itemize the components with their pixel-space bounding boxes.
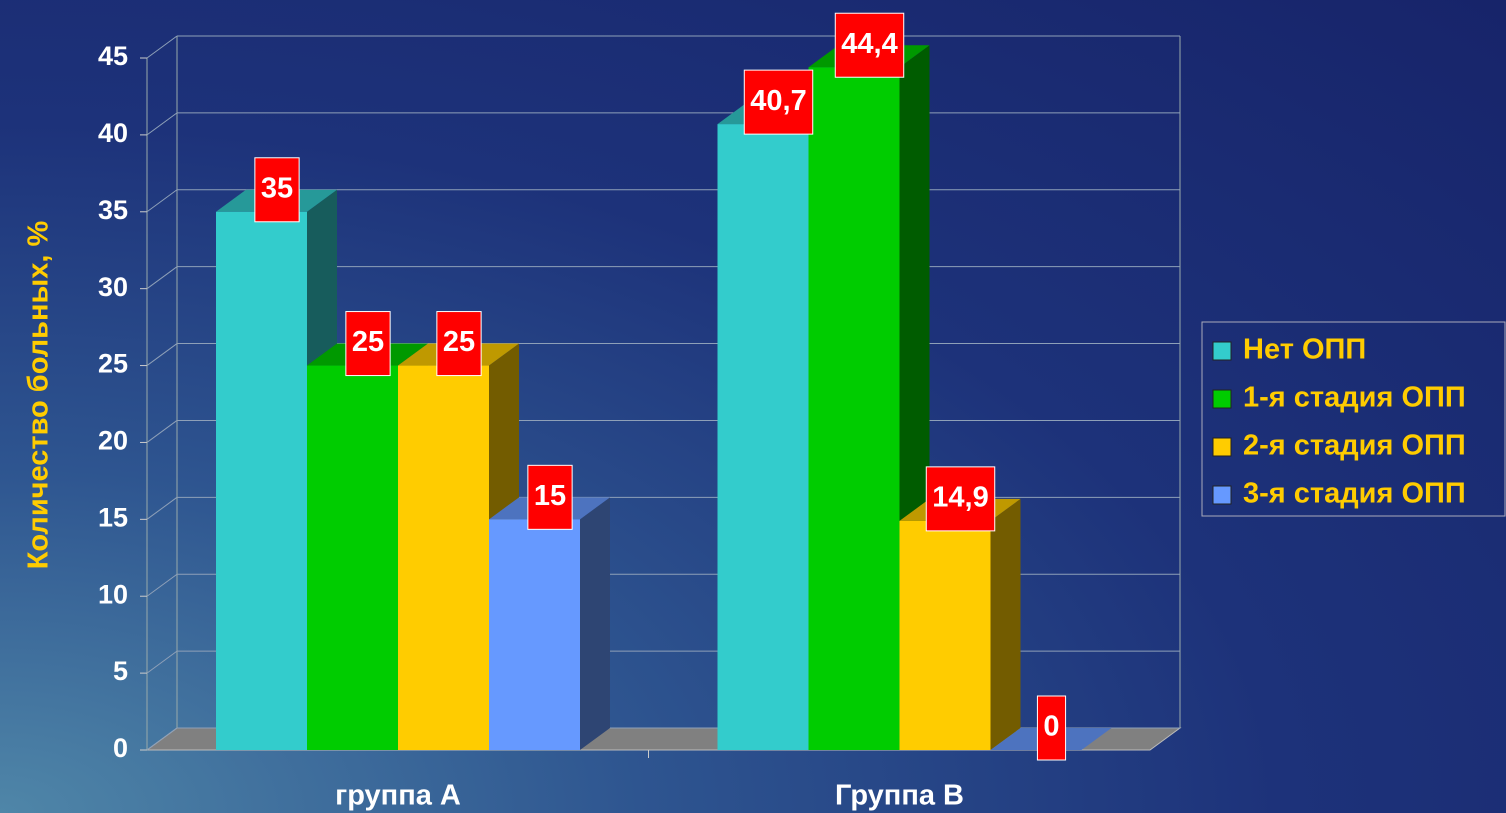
bar-side: [580, 497, 610, 750]
y-tick-label: 10: [98, 579, 128, 609]
x-tick-label: Группа В: [835, 780, 964, 812]
y-tick-label: 25: [98, 349, 128, 379]
grid-line: [147, 497, 177, 519]
legend-swatch: [1213, 390, 1231, 408]
y-tick-label: 45: [98, 41, 128, 71]
bar: [398, 366, 489, 750]
y-tick-label: 0: [113, 733, 128, 763]
data-label: 25: [352, 326, 384, 358]
grid-line: [147, 651, 177, 673]
legend-label: 1-я стадия ОПП: [1243, 382, 1466, 414]
bar: [718, 124, 809, 750]
bar: [307, 366, 398, 750]
bar-side: [991, 499, 1021, 750]
grid-line: [147, 267, 177, 289]
data-label-group: 25: [437, 312, 481, 376]
bar: [809, 67, 900, 750]
legend-label: 3-я стадия ОПП: [1243, 478, 1466, 510]
y-tick-label: 40: [98, 118, 128, 148]
y-tick-label: 35: [98, 195, 128, 225]
data-label-group: 15: [528, 465, 572, 529]
legend-swatch: [1213, 438, 1231, 456]
data-label: 14,9: [932, 482, 988, 514]
data-label-group: 40,7: [744, 70, 812, 134]
y-tick-label: 20: [98, 426, 128, 456]
chart: Количество больных, % 0 5 10 15 20 25 30 35 40 45…: [0, 0, 1506, 813]
grid-line: [147, 190, 177, 212]
data-label-group: 35: [255, 158, 299, 222]
y-axis-label: Количество больных, %: [23, 221, 55, 570]
data-label-group: 25: [346, 312, 390, 376]
bar: [900, 521, 991, 750]
data-label: 40,7: [750, 85, 806, 117]
data-label: 15: [534, 480, 566, 512]
y-tick-label: 15: [98, 502, 128, 532]
legend: Нет ОПП 1-я стадия ОПП 2-я стадия ОПП 3-я с…: [1202, 322, 1505, 516]
grid-line: [147, 574, 177, 596]
data-label: 0: [1043, 711, 1059, 743]
data-label: 44,4: [841, 28, 897, 60]
y-tick-label: 5: [113, 656, 128, 686]
x-tick-label: группа А: [335, 780, 461, 812]
data-label-group: 0: [1037, 696, 1065, 760]
legend-label: Нет ОПП: [1243, 334, 1366, 366]
legend-swatch: [1213, 342, 1231, 360]
data-label-group: 44,4: [835, 13, 903, 77]
grid-line: [147, 344, 177, 366]
legend-label: 2-я стадия ОПП: [1243, 430, 1466, 462]
grid-line: [147, 36, 177, 58]
grid-line: [147, 420, 177, 442]
y-tick-label: 30: [98, 272, 128, 302]
legend-swatch: [1213, 486, 1231, 504]
data-label-group: 14,9: [926, 467, 994, 531]
bar: [216, 212, 307, 750]
grid-line: [147, 113, 177, 135]
data-label: 35: [261, 172, 293, 204]
bar: [489, 519, 580, 750]
data-label: 25: [443, 326, 475, 358]
